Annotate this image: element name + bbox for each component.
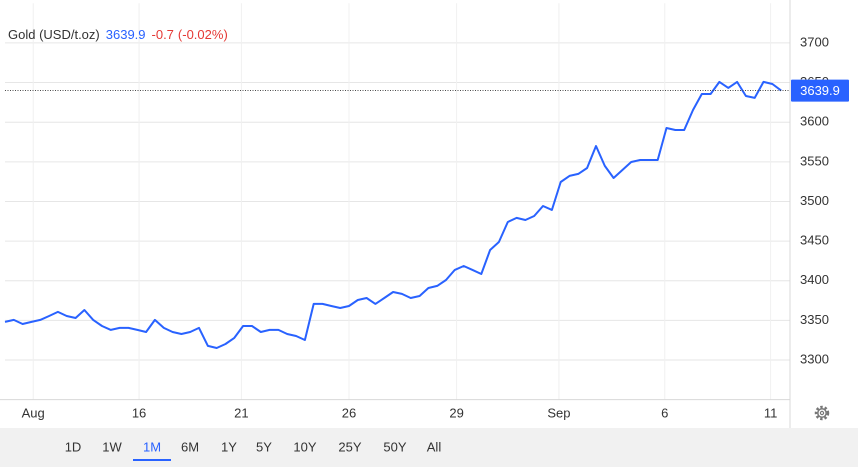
range-selected-underline	[133, 459, 171, 461]
header: Gold (USD/t.oz) 3639.9 -0.7 (-0.02%)	[8, 27, 228, 42]
header-title: Gold (USD/t.oz)	[8, 27, 100, 42]
y-tick-label: 3500	[800, 193, 829, 208]
y-tick-label: 3550	[800, 153, 829, 168]
y-tick-label: 3450	[800, 233, 829, 248]
y-tick-label: 3400	[800, 272, 829, 287]
x-tick-label: 11	[764, 405, 778, 420]
x-tick-label: 16	[132, 405, 146, 420]
y-tick-label: 3600	[800, 114, 829, 129]
x-tick-label: 6	[661, 405, 668, 420]
header-change: -0.7	[152, 27, 174, 42]
settings-icon[interactable]	[814, 405, 830, 421]
range-button[interactable]: 1W	[102, 439, 122, 454]
x-tick-label: 29	[449, 405, 463, 420]
range-button[interactable]: 6M	[181, 439, 199, 454]
price-tag	[791, 79, 849, 102]
y-tick-label: 3300	[800, 351, 829, 366]
y-tick-label: 3700	[800, 34, 829, 49]
header-price: 3639.9	[106, 27, 146, 42]
x-tick-label: Aug	[22, 405, 45, 420]
y-tick-label: 3350	[800, 312, 829, 327]
x-tick-label: Sep	[547, 405, 570, 420]
range-button[interactable]: All	[427, 439, 442, 454]
range-button[interactable]: 1Y	[221, 439, 237, 454]
x-tick-label: 21	[234, 405, 248, 420]
range-button[interactable]: 10Y	[293, 439, 316, 454]
range-button[interactable]: 25Y	[338, 439, 361, 454]
price-line	[4, 80, 782, 349]
range-button[interactable]: 1D	[65, 439, 82, 454]
header-change-pct: (-0.02%)	[178, 27, 228, 42]
range-button[interactable]: 5Y	[256, 439, 272, 454]
range-button[interactable]: 50Y	[383, 439, 406, 454]
x-tick-label: 26	[342, 405, 356, 420]
price-tag-label: 3639.9	[800, 83, 840, 98]
range-button[interactable]: 1M	[143, 439, 161, 454]
